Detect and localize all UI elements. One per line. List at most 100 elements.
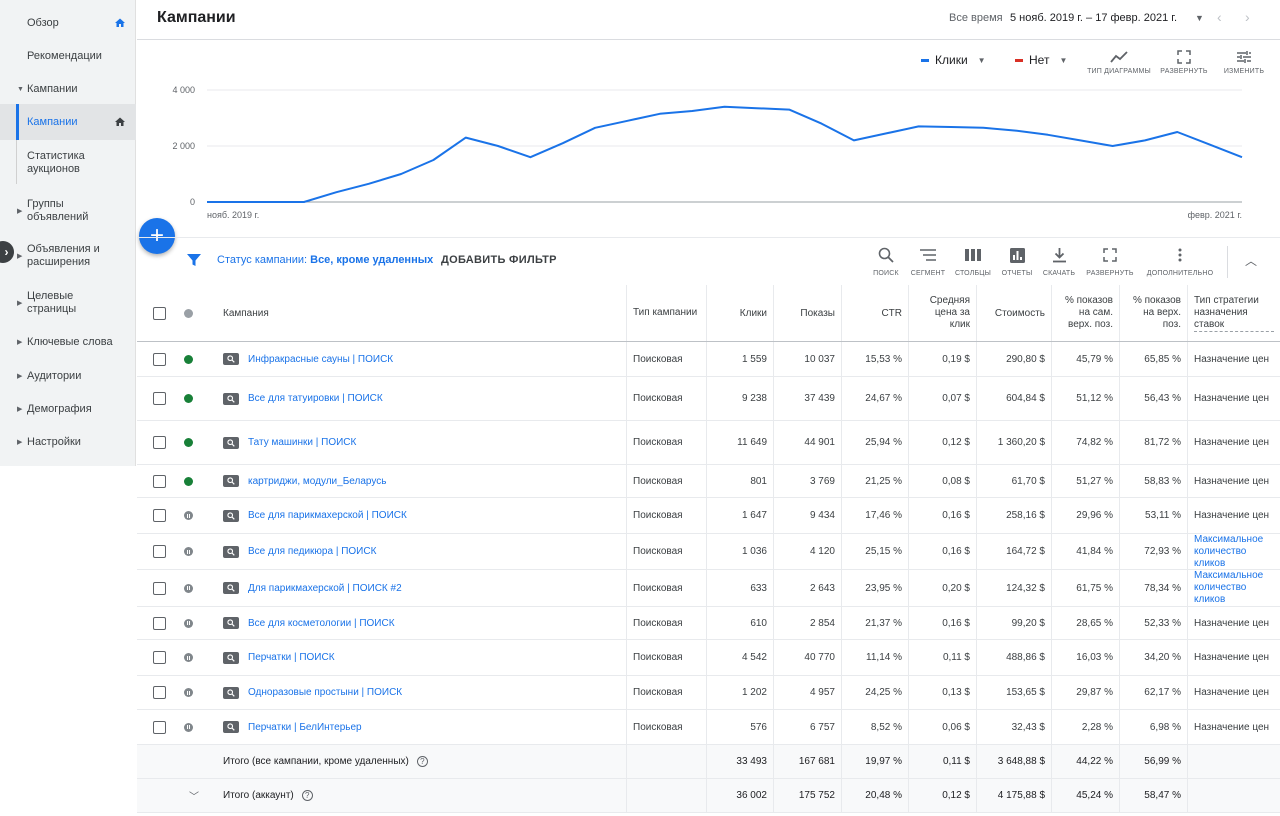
more-button[interactable]: ДОПОЛНИТЕЛЬНО	[1145, 246, 1215, 277]
header-impressions[interactable]: Показы	[774, 285, 842, 341]
impressions-cell: 4 957	[774, 676, 842, 709]
row-checkbox-cell[interactable]	[137, 640, 181, 675]
reports-button[interactable]: ОТЧЕТЫ	[987, 246, 1047, 277]
header-campaign[interactable]: Кампания	[217, 285, 627, 341]
chevron-left-icon[interactable]: ‹	[1217, 9, 1222, 25]
sidebar-item-keywords[interactable]: ▶ Ключевые слова	[0, 333, 136, 351]
status-cell[interactable]	[181, 570, 195, 606]
sidebar-item-landing-pages[interactable]: ▶ Целевые страницы	[0, 288, 136, 318]
series-line-clicks[interactable]	[207, 105, 1243, 203]
status-cell[interactable]	[181, 640, 195, 675]
add-filter-button[interactable]: ДОБАВИТЬ ФИЛЬТР	[441, 254, 557, 266]
search-button[interactable]: ПОИСК	[856, 246, 916, 277]
header-ctr[interactable]: CTR	[842, 285, 909, 341]
date-range-value[interactable]: 5 нояб. 2019 г. – 17 февр. 2021 г.	[1010, 12, 1178, 24]
status-cell[interactable]	[181, 534, 195, 569]
segment-button[interactable]: СЕГМЕНТ	[898, 246, 958, 277]
metric-selector-secondary[interactable]: Нет ▼	[1015, 53, 1067, 67]
checkbox[interactable]	[152, 686, 166, 699]
status-cell[interactable]	[181, 607, 195, 639]
campaign-link[interactable]: Все для педикюра | ПОИСК	[248, 546, 377, 557]
row-checkbox-cell[interactable]	[137, 710, 181, 744]
status-cell[interactable]	[181, 710, 195, 744]
campaign-link[interactable]: Тату машинки | ПОИСК	[248, 437, 357, 448]
sidebar-item-recommendations[interactable]: Рекомендации	[0, 47, 136, 65]
header-type[interactable]: Тип кампании	[627, 285, 707, 341]
header-abs-top[interactable]: % показов на сам. верх. поз.	[1052, 285, 1120, 341]
chart-expand-button[interactable]: РАЗВЕРНУТЬ	[1152, 49, 1216, 75]
download-button[interactable]: СКАЧАТЬ	[1029, 246, 1089, 277]
sidebar-item-campaigns[interactable]: Кампании	[0, 104, 136, 140]
checkbox[interactable]	[152, 581, 166, 595]
row-checkbox-cell[interactable]	[137, 570, 181, 606]
status-cell[interactable]	[181, 421, 195, 464]
status-cell[interactable]	[181, 465, 195, 497]
campaign-link[interactable]: Инфракрасные сауны | ПОИСК	[248, 353, 394, 365]
metric-selector-primary[interactable]: Клики ▼	[921, 53, 986, 67]
sidebar-item-audiences[interactable]: ▶ Аудитории	[0, 367, 136, 385]
header-avg-cpc[interactable]: Средняя цена за клик	[909, 285, 977, 341]
row-checkbox-cell[interactable]	[137, 421, 181, 464]
campaign-link[interactable]: Перчатки | ПОИСК	[248, 652, 335, 663]
chevron-right-icon[interactable]: ›	[1245, 9, 1250, 25]
checkbox[interactable]	[152, 352, 166, 366]
help-icon[interactable]: ?	[301, 790, 313, 801]
header-cost[interactable]: Стоимость	[977, 285, 1052, 341]
campaign-link[interactable]: Все для татуировки | ПОИСК	[248, 393, 383, 404]
sidebar-toggle-button[interactable]: ›	[0, 241, 14, 263]
row-checkbox-cell[interactable]	[137, 498, 181, 533]
campaign-cell: Одноразовые простыни | ПОИСК	[217, 676, 627, 709]
row-checkbox-cell[interactable]	[137, 465, 181, 497]
campaign-link[interactable]: Все для парикмахерской | ПОИСК	[248, 510, 407, 521]
sidebar-item-overview[interactable]: Обзор	[0, 14, 136, 32]
dropdown-arrow-icon[interactable]: ▼	[1195, 13, 1204, 23]
bid-strategy-link[interactable]: Максимальное количество кликов	[1194, 534, 1264, 569]
campaign-link[interactable]: Все для косметологии | ПОИСК	[248, 617, 395, 629]
row-checkbox-cell[interactable]	[137, 676, 181, 709]
select-all-checkbox-cell[interactable]	[137, 285, 181, 341]
header-clicks[interactable]: Клики	[707, 285, 774, 341]
checkbox[interactable]	[152, 509, 166, 522]
row-checkbox-cell[interactable]	[137, 607, 181, 639]
checkbox[interactable]	[152, 436, 166, 449]
row-checkbox-cell[interactable]	[137, 534, 181, 569]
sidebar-item-ad-groups[interactable]: ▶ Группы объявлений	[0, 196, 136, 226]
checkbox[interactable]	[152, 474, 166, 488]
expand-table-button[interactable]: РАЗВЕРНУТЬ	[1080, 246, 1140, 277]
header-top[interactable]: % показов на верх. поз.	[1120, 285, 1188, 341]
campaign-link[interactable]: Для парикмахерской | ПОИСК #2	[248, 582, 402, 594]
checkbox[interactable]	[152, 651, 166, 664]
collapse-icon[interactable]: ︿	[1245, 254, 1258, 268]
sidebar-item-settings[interactable]: ▶ Настройки	[0, 433, 136, 451]
expand-totals-cell[interactable]: ﹀	[167, 779, 221, 812]
columns-button[interactable]: СТОЛБЦЫ	[943, 246, 1003, 277]
status-cell[interactable]	[181, 498, 195, 533]
checkbox[interactable]	[152, 392, 166, 405]
checkbox[interactable]	[152, 545, 166, 558]
help-icon[interactable]: ?	[416, 756, 428, 767]
status-cell[interactable]	[181, 377, 195, 420]
status-cell[interactable]	[181, 342, 195, 376]
checkbox[interactable]	[152, 306, 166, 320]
campaign-link[interactable]: Одноразовые простыни | ПОИСК	[248, 687, 403, 698]
header-bid-strategy[interactable]: Тип стратегии назначения ставок	[1188, 285, 1280, 341]
sidebar-item-demographics[interactable]: ▶ Демография	[0, 400, 136, 418]
clicks-cell: 801	[707, 465, 774, 497]
add-campaign-button[interactable]: +	[139, 218, 175, 254]
sidebar-item-campaigns-group[interactable]: ▼ Кампании	[0, 80, 136, 98]
sidebar-item-auction-insights[interactable]: Статистика аукционов	[0, 148, 136, 178]
filter-icon[interactable]	[187, 253, 201, 267]
status-cell[interactable]	[181, 676, 195, 709]
active-filter[interactable]: Статус кампании: Все, кроме удаленных	[217, 254, 433, 266]
checkbox[interactable]	[152, 720, 166, 734]
sidebar-item-ads-extensions[interactable]: ▶ Объявления и расширения	[0, 241, 136, 271]
checkbox[interactable]	[152, 616, 166, 630]
chart-type-button[interactable]: ТИП ДИАГРАММЫ	[1087, 49, 1151, 75]
empty-cell	[1188, 745, 1280, 778]
bid-strategy-link[interactable]: Максимальное количество кликов	[1194, 570, 1264, 605]
campaign-link[interactable]: картриджи, модули_Беларусь	[248, 475, 387, 487]
campaign-link[interactable]: Перчатки | БелИнтерьер	[248, 721, 362, 733]
row-checkbox-cell[interactable]	[137, 342, 181, 376]
row-checkbox-cell[interactable]	[137, 377, 181, 420]
chart-edit-button[interactable]: ИЗМЕНИТЬ	[1212, 49, 1276, 75]
